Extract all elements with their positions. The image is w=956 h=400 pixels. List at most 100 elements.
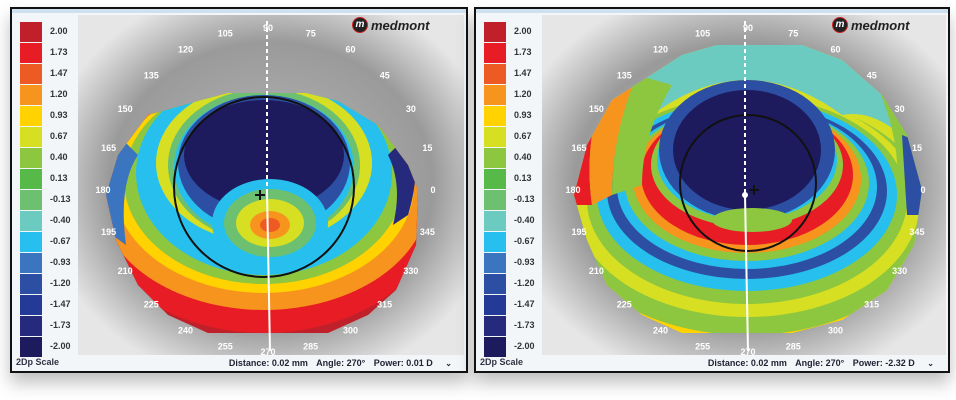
scale-entry: 0.93 (484, 105, 540, 126)
scale-entry: 2.00 (484, 21, 540, 42)
power-map-left (106, 93, 418, 333)
meridian-label: 0 (430, 185, 435, 195)
scale-value: -1.73 (514, 320, 535, 330)
medmont-logo-mark: m (352, 17, 368, 33)
scale-entry: 1.73 (484, 42, 540, 63)
axis-line-solid[interactable] (266, 190, 271, 352)
scale-swatch (484, 295, 506, 315)
meridian-label: 210 (118, 266, 133, 276)
scale-value: 0.67 (514, 131, 532, 141)
topography-panel-right: 2.00 1.73 1.47 1.20 0.93 0.67 0.40 0.13 -0.13 -0.… (474, 7, 950, 373)
scale-entry: 1.47 (20, 63, 76, 84)
color-scale-legend: 2.00 1.73 1.47 1.20 0.93 0.67 0.40 0.13 -0.13 -0.… (484, 21, 540, 357)
meridian-label: 105 (218, 29, 233, 39)
meridian-label: 315 (864, 300, 879, 310)
axis-line-solid[interactable] (744, 194, 749, 352)
scale-swatch (484, 232, 506, 252)
meridian-label: 195 (101, 227, 116, 237)
scale-value: -0.67 (50, 236, 71, 246)
meridian-label: 165 (101, 143, 116, 153)
scale-swatch (484, 22, 506, 42)
scale-swatch (20, 148, 42, 168)
scale-value: -0.93 (514, 257, 535, 267)
scale-value: -1.73 (50, 320, 71, 330)
scale-value: 0.13 (50, 173, 68, 183)
scale-entry: -0.40 (20, 210, 76, 231)
chevron-down-icon[interactable]: ⌄ (445, 359, 452, 368)
scale-swatch (20, 211, 42, 231)
topography-panel-left: 2.00 1.73 1.47 1.20 0.93 0.67 0.40 0.13 -0.13 -0.… (10, 7, 468, 373)
scale-value: -0.13 (514, 194, 535, 204)
chevron-down-icon[interactable]: ⌄ (927, 359, 934, 368)
scale-swatch (20, 295, 42, 315)
scale-value: 2.00 (50, 26, 68, 36)
topography-map-left[interactable]: 0 15 30 45 60 75 90 105 120 135 150 165 180 195 210 225… (78, 15, 464, 355)
meridian-label: 195 (571, 227, 586, 237)
meridian-label: 345 (420, 227, 435, 237)
scale-entry: -0.93 (484, 252, 540, 273)
meridian-label: 300 (828, 325, 843, 335)
color-scale-legend: 2.00 1.73 1.47 1.20 0.93 0.67 0.40 0.13 -0.13 -0.… (20, 21, 76, 357)
meridian-labels: 0 15 30 45 60 75 90 105 120 135 150 165 180 195 210 225… (95, 23, 435, 355)
meridian-label: 285 (303, 342, 318, 352)
meridian-label: 90 (263, 23, 273, 33)
pupil-circle (679, 114, 817, 252)
scale-swatch (484, 316, 506, 336)
center-cross (255, 190, 265, 200)
meridian-label: 180 (565, 185, 580, 195)
scale-entry: -0.13 (20, 189, 76, 210)
meridian-label: 270 (260, 347, 275, 355)
scale-entry: -0.67 (484, 231, 540, 252)
pupil-circle (173, 96, 355, 278)
scale-entry: 0.67 (484, 126, 540, 147)
scale-swatch (20, 316, 42, 336)
meridian-label: 30 (406, 104, 416, 114)
scale-swatch (20, 22, 42, 42)
scale-value: -0.67 (514, 236, 535, 246)
scale-entry: -0.40 (484, 210, 540, 231)
scale-value: 1.47 (50, 68, 68, 78)
scale-entry: 0.13 (484, 168, 540, 189)
measurement-point (742, 192, 748, 198)
meridian-label: 135 (144, 70, 159, 80)
scale-entry: 1.20 (484, 84, 540, 105)
scale-value: -2.00 (50, 341, 71, 351)
meridian-label: 60 (345, 45, 355, 55)
scale-value: 1.20 (50, 89, 68, 99)
scale-entry: 0.67 (20, 126, 76, 147)
scale-swatch (20, 85, 42, 105)
panel-title-bar (12, 9, 466, 13)
scale-value: -2.00 (514, 341, 535, 351)
meridian-label: 90 (743, 23, 753, 33)
meridian-label: 330 (892, 266, 907, 276)
meridian-label: 240 (653, 325, 668, 335)
scale-entry: -2.00 (20, 336, 76, 357)
meridian-label: 210 (589, 266, 604, 276)
meridian-label: 15 (422, 143, 432, 153)
scale-entry: -1.73 (484, 315, 540, 336)
meridian-label: 135 (617, 70, 632, 80)
scale-swatch (20, 64, 42, 84)
scale-title: 2Dp Scale (480, 357, 524, 367)
scale-value: -1.20 (514, 278, 535, 288)
scale-swatch (484, 106, 506, 126)
scale-swatch (484, 64, 506, 84)
meridian-label: 315 (377, 300, 392, 310)
meridian-label: 75 (306, 29, 316, 39)
scale-entry: 2.00 (20, 21, 76, 42)
topography-map-right[interactable]: 0 15 30 45 60 75 90 105 120 135 150 165 180 195 210 225… (542, 15, 946, 355)
status-bar: Distance: 0.02 mm Angle: 270° Power: 0.0… (229, 358, 458, 368)
power-readout: Power: -2.32 D (852, 358, 915, 368)
scale-entry: 1.73 (20, 42, 76, 63)
scale-value: 1.20 (514, 89, 532, 99)
scale-value: -0.93 (50, 257, 71, 267)
scale-value: 1.73 (514, 47, 532, 57)
meridian-label: 225 (144, 300, 159, 310)
scale-value: 0.13 (514, 173, 532, 183)
meridian-label: 270 (740, 347, 755, 355)
meridian-label: 30 (895, 104, 905, 114)
scale-swatch (20, 127, 42, 147)
scale-entry: 1.20 (20, 84, 76, 105)
scale-entry: -2.00 (484, 336, 540, 357)
scale-swatch (484, 337, 506, 357)
